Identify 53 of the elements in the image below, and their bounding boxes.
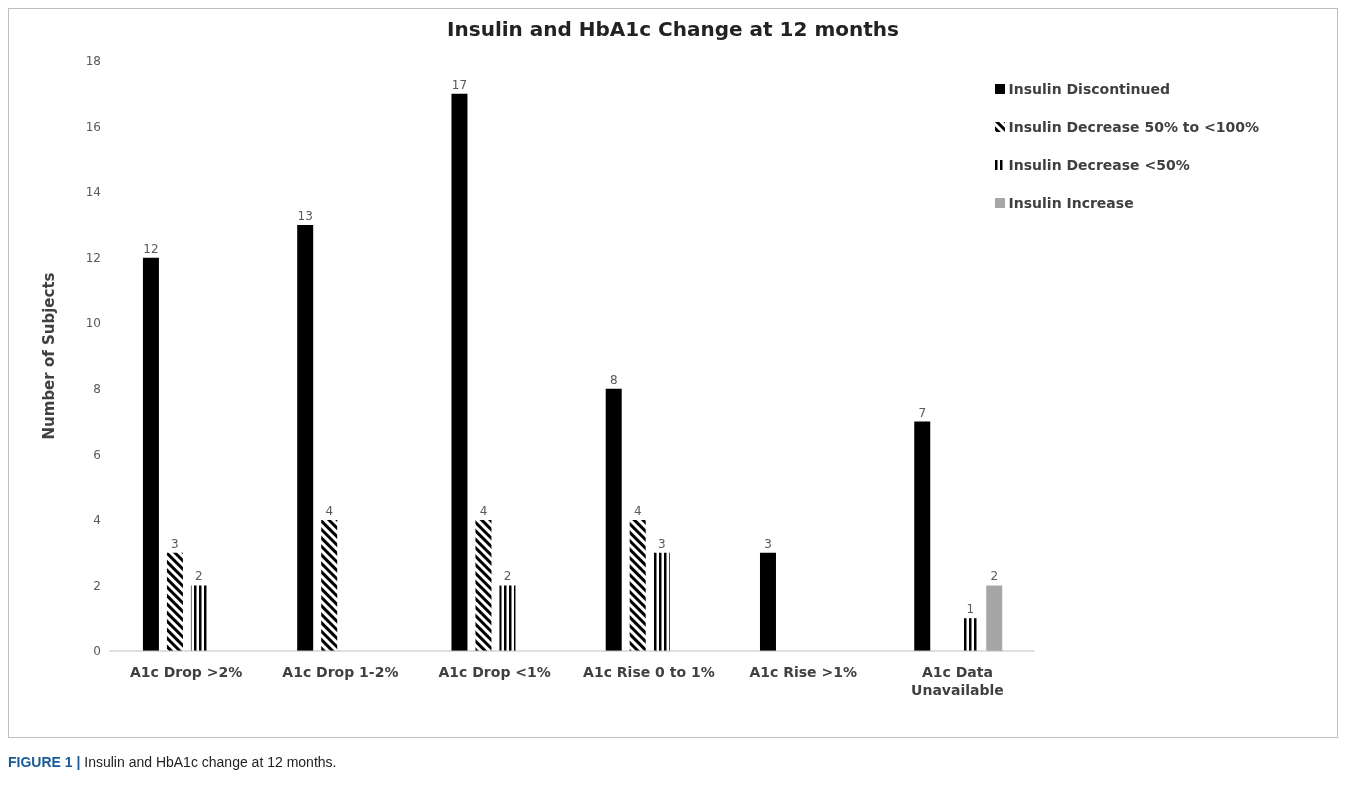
chart-title: Insulin and HbA1c Change at 12 months xyxy=(446,17,900,41)
y-tick-label: 0 xyxy=(93,644,101,659)
data-label: 1 xyxy=(966,602,975,617)
data-label: 12 xyxy=(143,241,159,256)
x-tick-label: A1c Drop >2% xyxy=(129,664,243,680)
bar xyxy=(321,519,338,651)
caption: FIGURE 1 | Insulin and HbA1c change at 12 months. xyxy=(8,754,337,770)
data-label: 2 xyxy=(195,569,203,584)
bar xyxy=(499,585,516,651)
data-label: 7 xyxy=(918,405,927,420)
legend-label: Insulin Discontinued xyxy=(1008,81,1171,97)
bar xyxy=(914,421,931,651)
y-tick-label: 2 xyxy=(93,578,101,593)
bar xyxy=(759,552,776,651)
data-label: 4 xyxy=(633,503,642,518)
data-label: 4 xyxy=(479,503,488,518)
legend-label: Insulin Decrease <50% xyxy=(1008,157,1190,173)
y-tick-label: 14 xyxy=(85,185,101,200)
legend-label: Insulin Increase xyxy=(1008,195,1134,211)
data-label: 2 xyxy=(503,569,512,584)
y-axis-title: Number of Subjects xyxy=(40,272,59,440)
bar xyxy=(297,224,314,651)
y-tick-label: 16 xyxy=(85,119,101,134)
data-label: 3 xyxy=(764,536,772,551)
bar xyxy=(142,257,159,651)
data-label: 17 xyxy=(451,77,468,92)
legend-label: Insulin Decrease 50% to <100% xyxy=(1008,119,1259,135)
x-tick-label: A1c Drop <1% xyxy=(438,664,551,680)
bar xyxy=(986,585,1003,651)
y-tick-label: 6 xyxy=(93,447,101,462)
bar xyxy=(190,585,207,651)
bar xyxy=(962,618,979,651)
data-label: 3 xyxy=(171,536,179,551)
y-tick-label: 18 xyxy=(85,54,101,69)
data-label: 2 xyxy=(990,569,999,584)
data-label: 13 xyxy=(297,208,313,223)
y-tick-label: 8 xyxy=(93,382,101,397)
data-label: 8 xyxy=(609,372,618,387)
bar xyxy=(451,93,468,651)
x-tick-label: A1c Data Unavailable xyxy=(911,664,1004,698)
x-tick-label: A1c Drop 1-2% xyxy=(282,664,399,680)
x-tick-label: A1c Rise 0 to 1% xyxy=(583,664,715,680)
data-label: 3 xyxy=(657,536,666,551)
data-label: 4 xyxy=(325,503,334,518)
bar xyxy=(166,552,183,651)
bar xyxy=(475,519,492,651)
x-tick-label: A1c Rise >1% xyxy=(749,664,857,680)
y-tick-label: 12 xyxy=(85,250,101,265)
y-tick-label: 10 xyxy=(85,316,101,331)
y-tick-label: 4 xyxy=(93,513,101,528)
bar xyxy=(629,519,646,651)
bar xyxy=(653,552,670,651)
bar xyxy=(605,388,622,651)
